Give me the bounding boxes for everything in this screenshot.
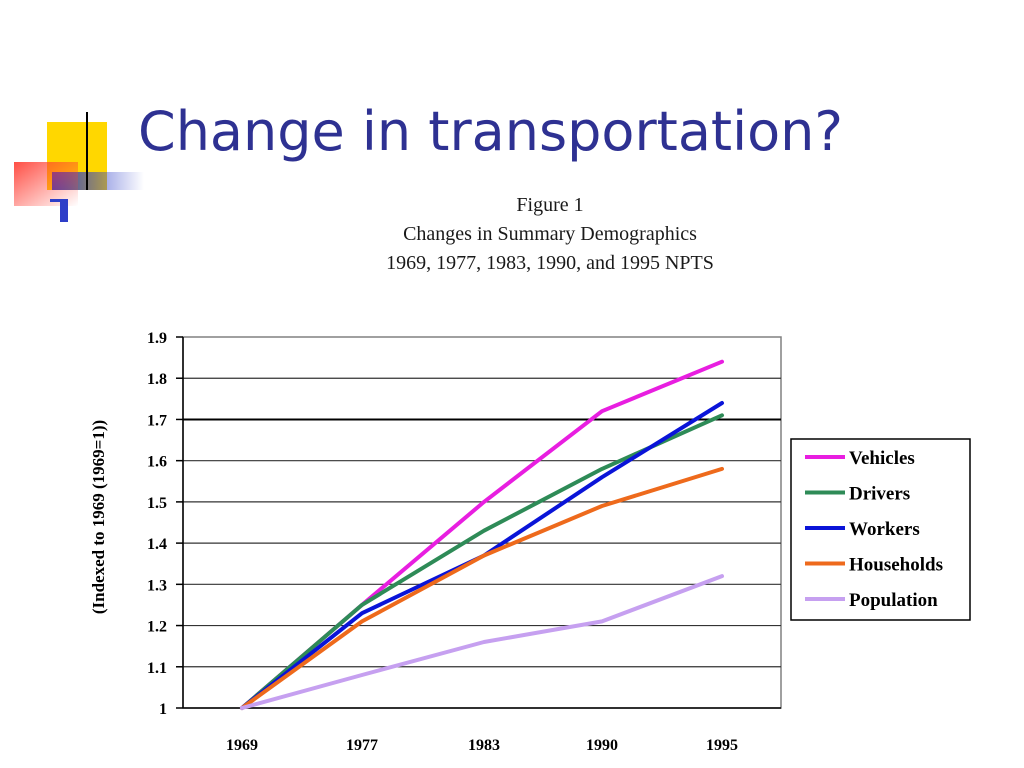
figure-number: Figure 1 — [516, 194, 584, 216]
y-tick-label: 1.3 — [147, 577, 167, 594]
legend: Vehicles Drivers Workers Households Populati… — [790, 438, 971, 621]
deco-red-block — [14, 162, 78, 206]
legend-label-vehicles: Vehicles — [849, 448, 915, 469]
legend-label-drivers: Drivers — [849, 484, 910, 505]
figure-subtitle-line2: 1969, 1977, 1983, 1990, and 1995 NPTS — [386, 252, 714, 274]
y-tick-labels: 1.9 1.8 1.7 1.6 1.5 1.4 1.3 1.2 1.1 1 — [147, 330, 183, 718]
y-tick-label: 1.6 — [147, 454, 167, 471]
plot-area — [182, 336, 782, 709]
slide-decoration — [14, 112, 144, 222]
legend-label-workers: Workers — [849, 519, 920, 540]
legend-label-households: Households — [849, 555, 943, 576]
x-tick-label: 1977 — [346, 737, 378, 754]
series-lines — [240, 359, 724, 710]
y-tick-label: 1.7 — [147, 412, 167, 429]
series-line-population — [240, 574, 724, 710]
x-tick-label: 1995 — [706, 737, 738, 754]
legend-label-population: Population — [849, 590, 938, 611]
y-tick-label: 1.1 — [147, 660, 167, 677]
y-tick-label: 1.8 — [147, 371, 167, 388]
deco-small-dash — [50, 199, 68, 202]
series-line-households — [240, 466, 724, 710]
x-tick-label: 1969 — [226, 737, 258, 754]
y-tick-label: 1 — [159, 701, 167, 718]
y-axis-title: (Indexed to 1969 (1969=1)) — [89, 420, 108, 614]
y-tick-label: 1.5 — [147, 495, 167, 512]
y-tick-label: 1.2 — [147, 619, 167, 636]
deco-small-blue-mark — [60, 200, 68, 222]
y-tick-label: 1.4 — [147, 536, 167, 553]
figure-subtitle-line1: Changes in Summary Demographics — [403, 223, 697, 245]
slide-title: Change in transportation? — [138, 100, 844, 163]
x-tick-label: 1983 — [468, 737, 500, 754]
x-tick-labels: 1969 1977 1983 1990 1995 — [226, 737, 738, 754]
x-tick-label: 1990 — [586, 737, 618, 754]
y-tick-label: 1.9 — [147, 330, 167, 347]
